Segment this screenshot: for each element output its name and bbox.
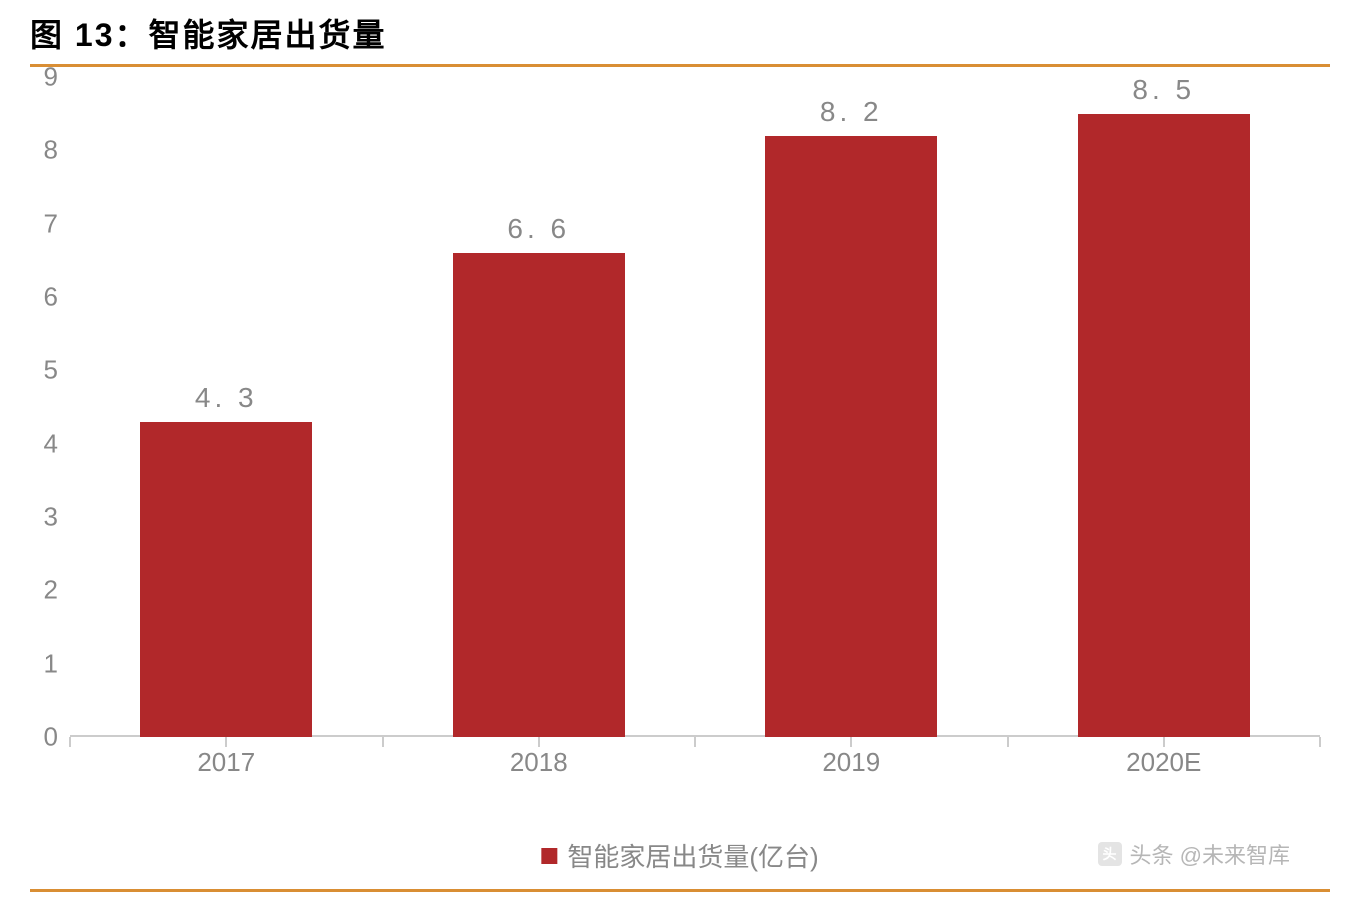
y-tick-label: 0 (44, 722, 58, 753)
watermark: 头 头条 @未来智库 (1098, 838, 1290, 870)
plot-area: 4. 3 6. 6 8. 2 8. 5 (70, 77, 1320, 737)
bar (453, 253, 625, 737)
y-tick-label: 3 (44, 502, 58, 533)
watermark-icon: 头 (1098, 842, 1122, 866)
y-tick-label: 8 (44, 135, 58, 166)
watermark-text: 头条 @未来智库 (1130, 838, 1290, 870)
bar-value-label: 8. 5 (1132, 74, 1195, 106)
x-tick-mark (1007, 737, 1009, 747)
y-axis: 0123456789 (30, 77, 70, 737)
x-tick-mark (538, 737, 540, 747)
chart-title: 图 13：智能家居出货量 (30, 10, 1360, 56)
bar (1078, 114, 1250, 737)
y-tick-label: 9 (44, 62, 58, 93)
y-tick-label: 1 (44, 648, 58, 679)
y-tick-label: 2 (44, 575, 58, 606)
y-tick-label: 6 (44, 282, 58, 313)
x-tick-label: 2020E (1126, 747, 1201, 778)
legend-swatch (541, 848, 557, 864)
x-tick-mark (225, 737, 227, 747)
bar-value-label: 6. 6 (507, 213, 570, 245)
x-tick-label: 2019 (822, 747, 880, 778)
x-tick-label: 2018 (510, 747, 568, 778)
bar (765, 136, 937, 737)
x-tick-mark (850, 737, 852, 747)
x-tick-mark (1319, 737, 1321, 747)
bar-value-label: 8. 2 (820, 96, 883, 128)
x-tick-mark (382, 737, 384, 747)
title-region: 图 13：智能家居出货量 (0, 0, 1360, 64)
y-tick-label: 4 (44, 428, 58, 459)
legend-label: 智能家居出货量(亿台) (567, 837, 818, 874)
legend: 智能家居出货量(亿台) (541, 837, 818, 874)
bar (140, 422, 312, 737)
chart-area: 0123456789 4. 36. 68. 28. 5 201720182019… (30, 77, 1330, 797)
x-tick-label: 2017 (197, 747, 255, 778)
y-tick-label: 5 (44, 355, 58, 386)
bottom-rule (30, 889, 1330, 892)
title-underline (30, 64, 1330, 67)
bar-value-label: 4. 3 (195, 382, 258, 414)
x-tick-mark (1163, 737, 1165, 747)
x-tick-mark (694, 737, 696, 747)
x-tick-mark (69, 737, 71, 747)
y-tick-label: 7 (44, 208, 58, 239)
